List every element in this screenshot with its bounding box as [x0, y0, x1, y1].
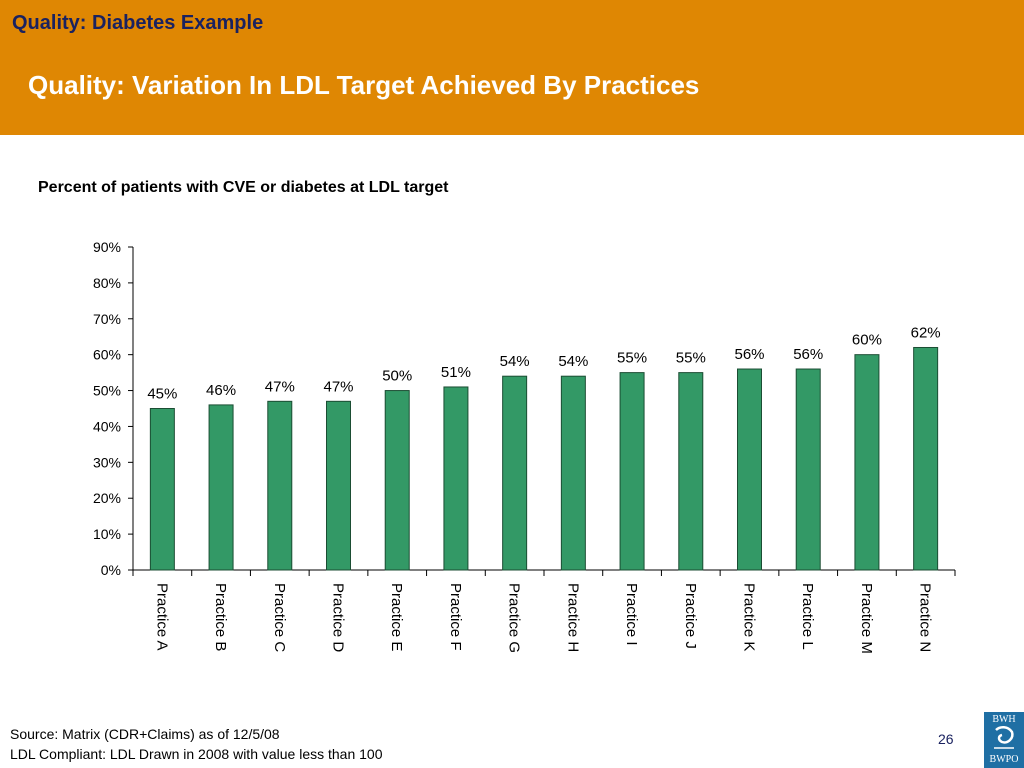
- bar: [560, 375, 586, 571]
- bar: [502, 375, 528, 571]
- page-number: 26: [938, 731, 954, 747]
- bar: [267, 400, 293, 571]
- category-label: Practice F: [447, 583, 464, 651]
- bar: [913, 346, 939, 571]
- value-label: 54%: [558, 353, 588, 370]
- y-tick-label: 70%: [93, 311, 121, 327]
- category-label: Practice G: [506, 583, 523, 653]
- value-label: 60%: [852, 332, 882, 349]
- bwh-logo: BWH BWPO: [984, 712, 1024, 768]
- footer-source: Source: Matrix (CDR+Claims) as of 12/5/0…: [10, 726, 280, 742]
- value-label: 56%: [734, 346, 764, 363]
- category-label: Practice C: [271, 583, 288, 652]
- y-tick-label: 30%: [93, 454, 121, 470]
- logo-text-top: BWH: [992, 714, 1016, 725]
- bar: [326, 400, 351, 571]
- value-label: 47%: [265, 378, 295, 395]
- bar: [854, 354, 880, 571]
- slide-title: Quality: Variation In LDL Target Achieve…: [28, 70, 700, 100]
- category-label: Practice A: [153, 583, 170, 651]
- category-label: Practice K: [741, 583, 758, 651]
- logo-text-bottom: BWPO: [989, 754, 1019, 765]
- value-label: 55%: [676, 350, 706, 367]
- bar: [678, 372, 704, 571]
- value-label: 45%: [147, 386, 177, 403]
- bar: [149, 408, 175, 571]
- category-label: Practice N: [917, 583, 934, 652]
- header-bar: Quality: Diabetes Example Quality: Varia…: [0, 0, 1024, 135]
- y-tick-label: 40%: [93, 418, 121, 434]
- bar: [384, 390, 410, 571]
- y-tick-label: 0%: [101, 562, 121, 578]
- category-label: Practice E: [388, 583, 405, 651]
- bar: [795, 368, 821, 571]
- footer-definition: LDL Compliant: LDL Drawn in 2008 with va…: [10, 746, 383, 762]
- category-label: Practice J: [682, 583, 699, 649]
- y-tick-label: 10%: [93, 526, 121, 542]
- category-label: Practice I: [623, 583, 640, 646]
- category-label: Practice H: [564, 583, 581, 652]
- y-tick-label: 60%: [93, 347, 121, 363]
- value-label: 55%: [617, 350, 647, 367]
- section-title: Quality: Diabetes Example: [12, 12, 264, 34]
- category-label: Practice B: [212, 583, 229, 651]
- category-label: Practice D: [330, 583, 347, 652]
- value-label: 56%: [793, 346, 823, 363]
- y-tick-label: 90%: [93, 239, 121, 255]
- value-label: 46%: [206, 382, 236, 399]
- bar: [737, 368, 762, 571]
- y-tick-label: 80%: [93, 275, 121, 291]
- value-label: 62%: [911, 324, 941, 341]
- category-label: Practice M: [858, 583, 875, 654]
- bar: [208, 404, 234, 571]
- value-label: 54%: [500, 353, 530, 370]
- bar: [443, 386, 469, 571]
- y-tick-label: 20%: [93, 490, 121, 506]
- value-label: 51%: [441, 364, 471, 381]
- y-tick-label: 50%: [93, 383, 121, 399]
- logo-emblem-icon: [994, 726, 1014, 749]
- chart-title: Percent of patients with CVE or diabetes…: [38, 179, 449, 196]
- bar: [619, 372, 645, 571]
- value-label: 47%: [323, 378, 353, 395]
- value-label: 50%: [382, 368, 412, 385]
- footer-notes: Source: Matrix (CDR+Claims) as of 12/5/0…: [10, 724, 383, 764]
- category-label: Practice L: [799, 583, 816, 650]
